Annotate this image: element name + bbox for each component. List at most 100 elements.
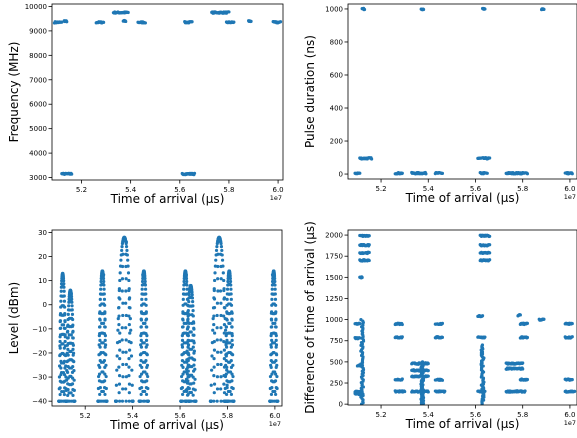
data-point	[118, 331, 122, 335]
data-point	[228, 273, 232, 277]
data-point	[229, 359, 233, 363]
x-axis-label: Time of arrival (µs)	[405, 191, 520, 205]
data-point	[144, 338, 149, 342]
x-tick-label: 5.6	[174, 186, 186, 194]
data-point	[224, 325, 228, 329]
data-point	[143, 279, 147, 284]
data-point	[127, 365, 131, 369]
data-point	[269, 392, 274, 397]
data-point	[71, 353, 75, 357]
data-point	[230, 318, 234, 322]
data-point	[117, 305, 121, 310]
data-point	[181, 392, 185, 397]
data-point	[144, 392, 149, 397]
data-point	[57, 375, 62, 379]
data-point	[99, 276, 103, 281]
data-point	[61, 342, 65, 346]
data-point	[230, 331, 234, 336]
plot-frame	[347, 3, 577, 180]
data-point	[400, 335, 404, 339]
data-point	[274, 338, 278, 342]
plot-frame	[51, 3, 284, 181]
data-point	[105, 399, 109, 403]
data-point	[142, 273, 146, 277]
data-point	[61, 294, 65, 298]
data-point	[525, 172, 530, 176]
data-point	[98, 325, 102, 329]
data-point	[269, 318, 274, 322]
data-point	[143, 370, 147, 374]
data-point	[121, 387, 125, 391]
data-point	[222, 322, 227, 327]
data-point	[102, 273, 106, 277]
data-point	[129, 328, 133, 332]
data-point	[219, 313, 223, 318]
y-tick-label: 7000	[29, 76, 47, 84]
data-point	[124, 375, 128, 379]
data-point	[570, 172, 574, 176]
data-point	[117, 314, 121, 318]
data-point	[193, 377, 197, 381]
data-point	[220, 258, 225, 262]
data-point	[187, 321, 191, 325]
data-point	[400, 377, 404, 381]
data-point	[225, 297, 229, 301]
x-tick-label: 5.2	[375, 185, 386, 193]
data-point	[62, 373, 67, 377]
data-point	[70, 304, 74, 308]
data-point	[231, 399, 235, 403]
data-point	[362, 7, 367, 12]
data-point	[143, 389, 147, 394]
data-point	[124, 313, 128, 318]
data-point	[102, 359, 107, 363]
data-point	[219, 350, 223, 354]
data-point	[230, 311, 234, 315]
data-point	[143, 292, 147, 296]
data-point	[182, 370, 186, 374]
data-point	[268, 374, 273, 379]
data-point	[61, 304, 66, 308]
x-tick-label: 6.0	[269, 412, 280, 420]
data-point	[367, 234, 371, 238]
data-point	[71, 359, 75, 363]
y-tick-label: 1750	[325, 253, 343, 261]
data-point	[231, 374, 235, 379]
data-point	[185, 287, 189, 291]
data-point	[192, 171, 197, 175]
data-point	[124, 350, 128, 354]
data-point	[144, 386, 149, 390]
data-point	[212, 357, 216, 361]
data-point	[209, 399, 213, 403]
data-point	[184, 302, 188, 306]
data-point	[190, 290, 194, 294]
data-point	[185, 387, 189, 391]
data-point	[69, 391, 73, 395]
data-point	[101, 370, 105, 374]
data-point	[145, 352, 149, 356]
data-point	[224, 372, 228, 376]
data-points	[52, 10, 283, 177]
data-points	[57, 235, 280, 403]
data-point	[127, 357, 131, 361]
data-point	[127, 374, 131, 378]
y-tick-label: 3000	[29, 174, 47, 182]
data-point	[269, 345, 273, 349]
data-point	[186, 345, 190, 349]
data-point	[62, 289, 66, 293]
data-point	[69, 300, 73, 304]
data-point	[223, 374, 228, 379]
y-tick-label: 10000	[25, 3, 47, 11]
data-point	[131, 399, 135, 403]
y-tick-label: 1000	[325, 316, 343, 324]
data-point	[120, 289, 124, 293]
data-point	[518, 313, 522, 317]
data-point	[186, 309, 190, 313]
y-tick-label: 0	[339, 401, 343, 409]
y-tick-label: 5000	[29, 125, 47, 133]
y-tick-label: 1000	[325, 5, 343, 13]
data-point	[103, 352, 107, 356]
data-point	[421, 7, 426, 12]
data-point	[521, 367, 525, 371]
data-point	[192, 321, 196, 325]
data-point	[63, 339, 67, 344]
